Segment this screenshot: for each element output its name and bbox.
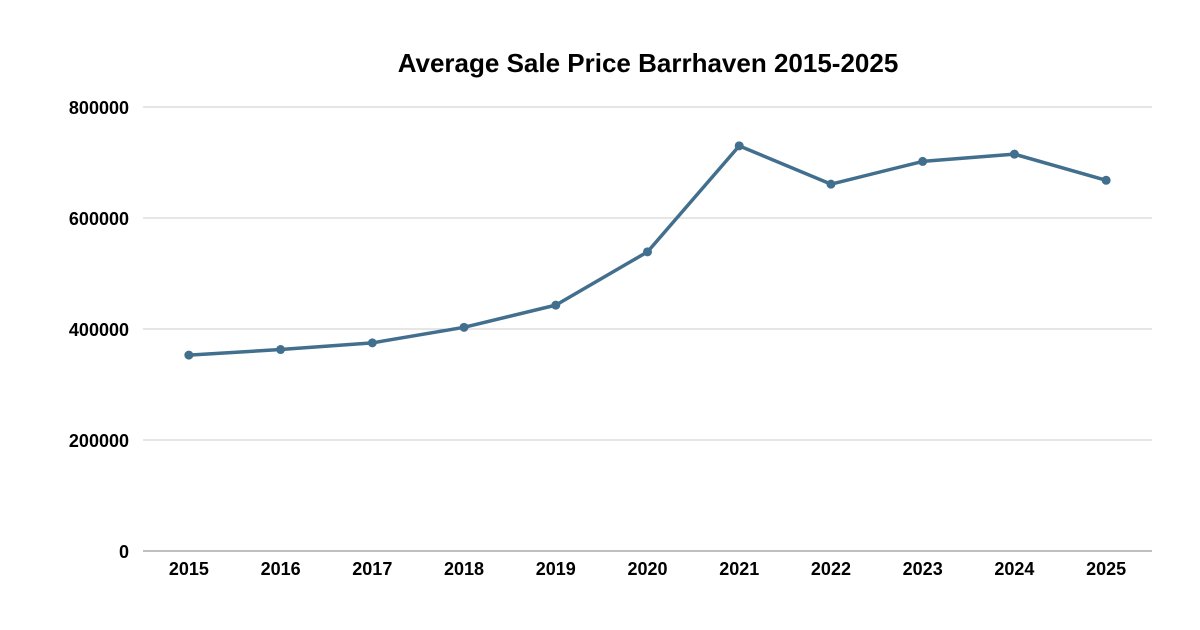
- y-tick-label: 600000: [69, 209, 129, 229]
- x-tick-label: 2021: [719, 559, 759, 579]
- x-tick-label: 2016: [261, 559, 301, 579]
- x-tick-label: 2020: [627, 559, 667, 579]
- y-tick-label: 400000: [69, 320, 129, 340]
- x-tick-label: 2017: [352, 559, 392, 579]
- x-tick-label: 2023: [903, 559, 943, 579]
- y-axis-ticks: 0 200000 400000 600000 800000: [69, 98, 129, 562]
- data-point: [459, 322, 469, 332]
- y-tick-label: 0: [119, 542, 129, 562]
- x-tick-label: 2015: [169, 559, 209, 579]
- x-tick-label: 2024: [994, 559, 1034, 579]
- data-point: [367, 338, 377, 348]
- data-point: [918, 156, 928, 166]
- x-tick-label: 2019: [536, 559, 576, 579]
- data-point: [276, 345, 286, 355]
- x-tick-label: 2022: [811, 559, 851, 579]
- series-group: [184, 141, 1111, 360]
- y-tick-label: 800000: [69, 98, 129, 118]
- gridlines: [143, 106, 1152, 552]
- x-tick-label: 2025: [1086, 559, 1126, 579]
- data-point: [551, 300, 561, 310]
- data-point: [1101, 175, 1111, 185]
- data-point: [643, 247, 652, 257]
- chart-title: Average Sale Price Barrhaven 2015-2025: [398, 48, 899, 78]
- x-axis-ticks: 2015 2016 2017 2018 2019 2020 2021 2022 2023 2024…: [169, 559, 1126, 579]
- data-point: [826, 179, 836, 189]
- data-point: [184, 350, 194, 360]
- data-point: [734, 141, 744, 151]
- x-tick-label: 2018: [444, 559, 484, 579]
- y-tick-label: 200000: [69, 431, 129, 451]
- data-point: [1009, 149, 1019, 159]
